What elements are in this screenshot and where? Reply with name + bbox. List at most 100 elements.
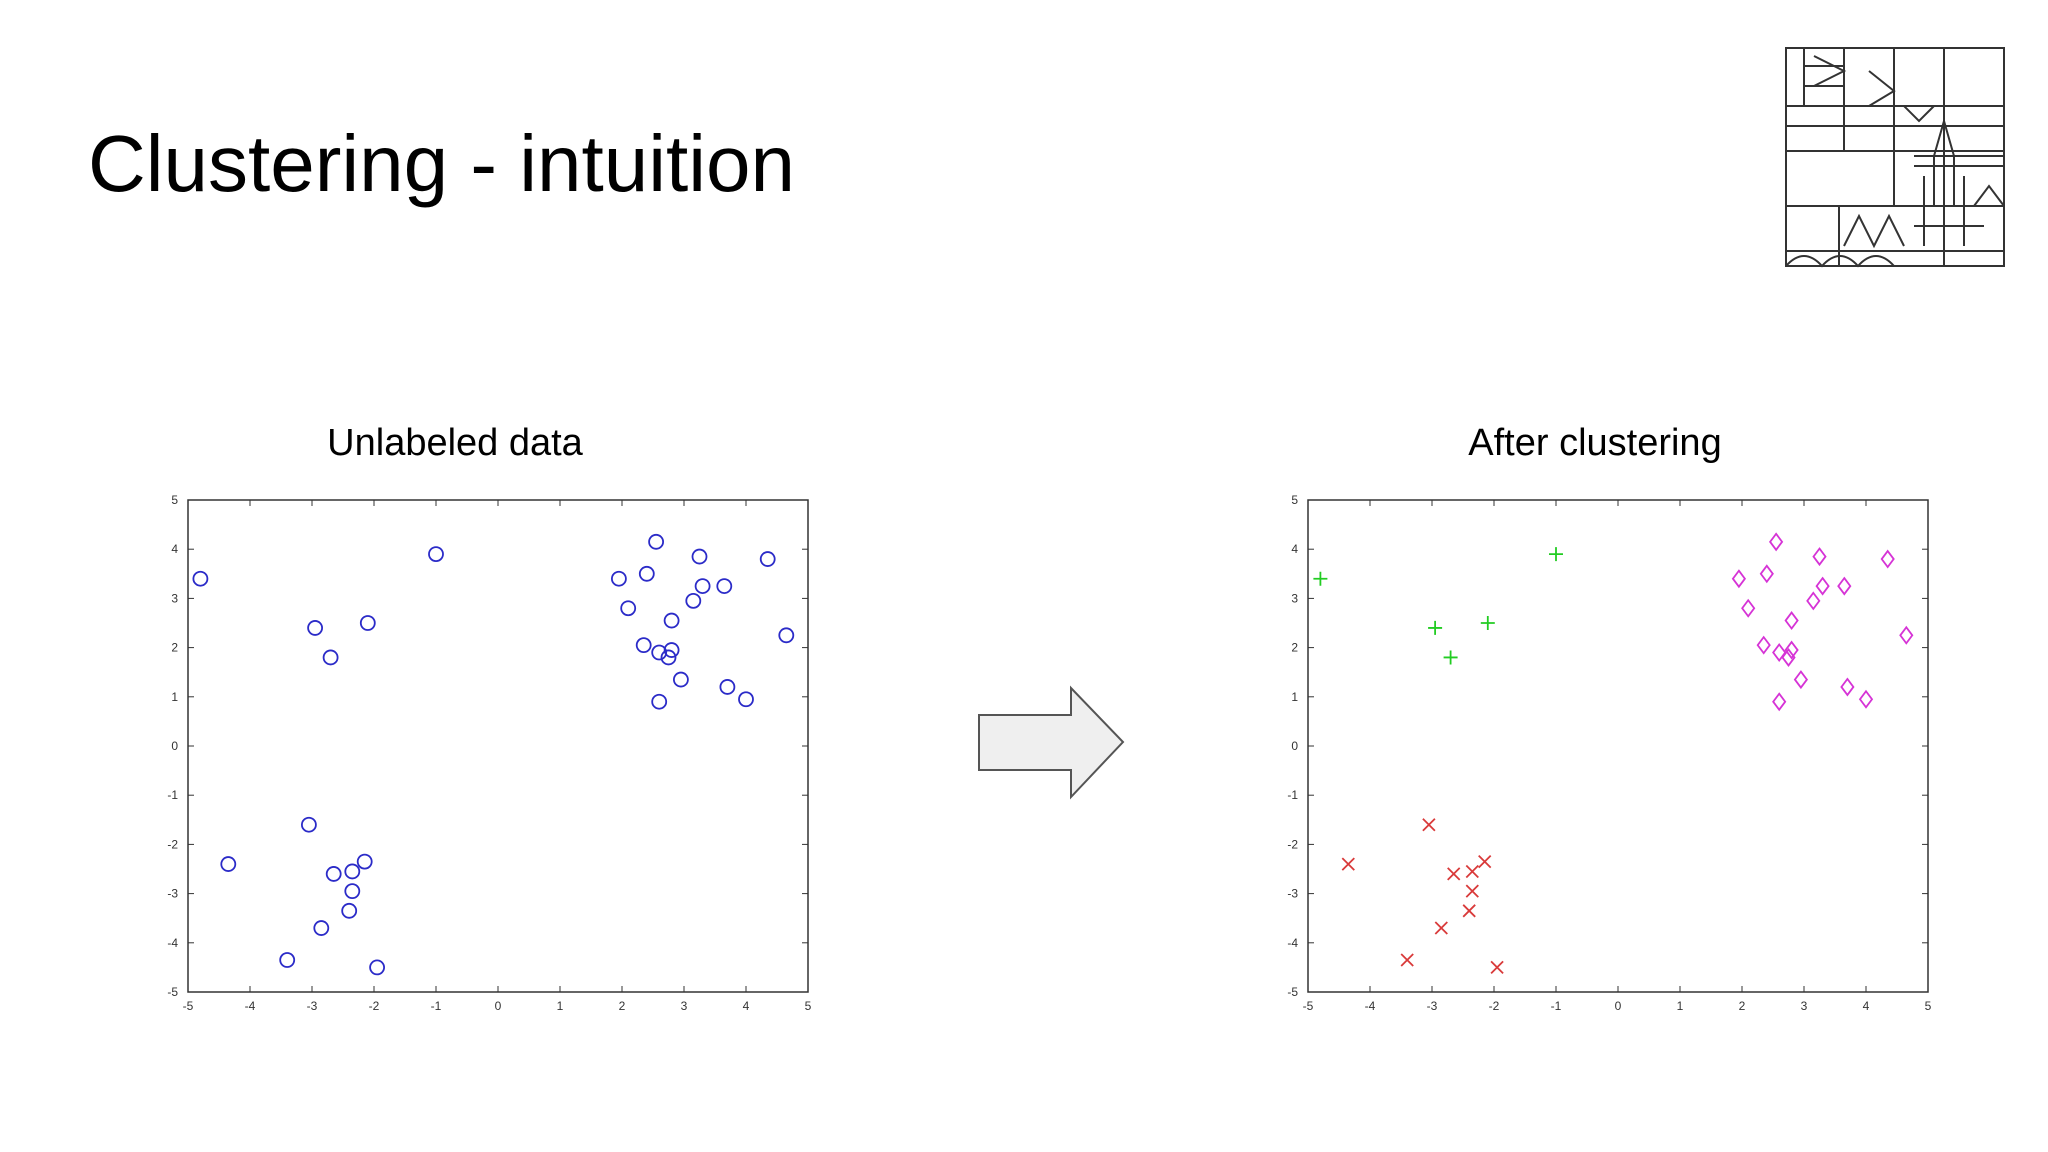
x-tick-label: 5 bbox=[1925, 999, 1932, 1013]
y-tick-label: 1 bbox=[171, 690, 178, 704]
x-tick-label: -5 bbox=[183, 999, 194, 1013]
data-point-x bbox=[1465, 864, 1479, 879]
data-point-circle bbox=[660, 649, 677, 666]
y-tick-label: -1 bbox=[1287, 788, 1298, 802]
y-tick-label: 0 bbox=[171, 739, 178, 753]
chart-title-unlabeled: Unlabeled data bbox=[327, 422, 583, 464]
data-point-circle bbox=[344, 883, 361, 900]
data-point-circle bbox=[635, 637, 652, 654]
y-tick-label: 3 bbox=[1291, 591, 1298, 605]
data-point-circle bbox=[694, 578, 711, 594]
data-point-diamond bbox=[1784, 640, 1799, 660]
data-point-diamond bbox=[1858, 689, 1874, 709]
data-point-circle bbox=[307, 620, 324, 636]
x-tick-label: -3 bbox=[1427, 999, 1438, 1013]
data-point-circle bbox=[651, 693, 668, 710]
data-point-circle bbox=[313, 920, 330, 936]
y-tick-label: 1 bbox=[1291, 690, 1298, 704]
data-point-circle bbox=[279, 952, 296, 968]
data-point-diamond bbox=[1731, 569, 1747, 589]
data-point-circle bbox=[620, 600, 637, 617]
data-point-x bbox=[1447, 867, 1461, 881]
x-tick-label: 2 bbox=[1739, 999, 1746, 1013]
y-tick-label: 5 bbox=[171, 493, 178, 507]
data-point-circle bbox=[369, 959, 386, 976]
data-point-diamond bbox=[1806, 591, 1821, 611]
plot-frame bbox=[187, 499, 809, 993]
x-tick-label: -1 bbox=[431, 999, 442, 1013]
data-point-x bbox=[1422, 818, 1436, 832]
data-point-diamond bbox=[1772, 692, 1787, 712]
data-point-circle bbox=[359, 615, 376, 631]
x-tick-label: -3 bbox=[307, 999, 318, 1013]
data-point-diamond bbox=[1772, 643, 1787, 663]
data-point-diamond bbox=[1840, 677, 1855, 697]
data-point-circle bbox=[663, 612, 680, 629]
data-point-circle bbox=[341, 902, 358, 919]
data-point-circle bbox=[344, 863, 361, 880]
data-point-x bbox=[1434, 921, 1448, 935]
data-point-x bbox=[1478, 854, 1492, 869]
x-tick-label: 1 bbox=[1677, 999, 1684, 1013]
x-tick-label: -1 bbox=[1551, 999, 1562, 1013]
data-point-circle bbox=[322, 649, 339, 666]
y-tick-label: 2 bbox=[1291, 641, 1298, 655]
y-tick-label: 0 bbox=[1291, 739, 1298, 753]
data-point-circle bbox=[738, 691, 754, 708]
x-tick-label: 3 bbox=[681, 999, 688, 1013]
university-building-logo-icon bbox=[1785, 47, 2005, 268]
x-tick-label: -4 bbox=[1365, 999, 1376, 1013]
chart-title-clustered: After clustering bbox=[1468, 422, 1722, 464]
x-tick-label: 0 bbox=[495, 999, 502, 1013]
x-tick-label: -5 bbox=[1303, 999, 1314, 1013]
data-point-plus bbox=[1443, 650, 1458, 665]
data-point-circle bbox=[716, 578, 733, 594]
data-point-circle bbox=[673, 671, 689, 688]
data-point-plus bbox=[1313, 571, 1328, 586]
data-point-circle bbox=[685, 592, 702, 609]
data-point-circle bbox=[610, 570, 627, 587]
data-point-circle bbox=[778, 627, 795, 644]
data-point-diamond bbox=[1759, 564, 1774, 584]
data-point-diamond bbox=[1768, 532, 1784, 552]
data-point-plus bbox=[1480, 616, 1495, 630]
scatter-plot-clustered: -5 -4 -3 -2 -1 0 1 2 3 4 5 5 4 3 2 1 0 -1 -2 -3 -4 -5 bbox=[1287, 493, 1932, 1013]
data-point-circle bbox=[356, 853, 373, 870]
x-tick-label: 2 bbox=[619, 999, 626, 1013]
data-point-diamond bbox=[1812, 547, 1827, 567]
right-arrow-icon bbox=[978, 685, 1125, 800]
x-tick-label: 5 bbox=[805, 999, 812, 1013]
y-tick-label: -2 bbox=[167, 837, 178, 851]
y-tick-label: -3 bbox=[1287, 887, 1298, 901]
data-point-circle bbox=[648, 533, 664, 550]
data-point-plus bbox=[1428, 620, 1443, 635]
data-point-circle bbox=[759, 551, 776, 567]
y-tick-label: -4 bbox=[167, 936, 178, 950]
data-point-x bbox=[1490, 960, 1504, 975]
data-point-x bbox=[1341, 857, 1355, 871]
y-tick-label: 4 bbox=[171, 542, 178, 556]
data-point-plus bbox=[1549, 547, 1563, 562]
data-point-x bbox=[1400, 953, 1414, 967]
data-point-x bbox=[1462, 904, 1476, 918]
x-tick-label: 4 bbox=[743, 999, 750, 1013]
y-tick-label: -5 bbox=[167, 985, 178, 999]
x-tick-label: -4 bbox=[245, 999, 256, 1013]
data-point-diamond bbox=[1899, 625, 1914, 645]
data-point-diamond bbox=[1793, 670, 1809, 690]
data-point-diamond bbox=[1815, 576, 1830, 596]
data-point-diamond bbox=[1781, 647, 1796, 667]
data-point-circle bbox=[428, 546, 444, 563]
data-point-circle bbox=[638, 565, 655, 582]
y-tick-label: -4 bbox=[1287, 936, 1298, 950]
data-point-diamond bbox=[1741, 598, 1756, 618]
x-tick-label: 3 bbox=[1801, 999, 1808, 1013]
y-tick-label: -1 bbox=[167, 788, 178, 802]
data-point-circle bbox=[651, 644, 668, 661]
data-point-diamond bbox=[1837, 576, 1852, 596]
data-point-circle bbox=[663, 642, 680, 658]
x-tick-label: -2 bbox=[369, 999, 380, 1013]
data-point-circle bbox=[719, 679, 736, 695]
x-tick-label: 4 bbox=[1863, 999, 1870, 1013]
data-point-circle bbox=[300, 816, 317, 833]
